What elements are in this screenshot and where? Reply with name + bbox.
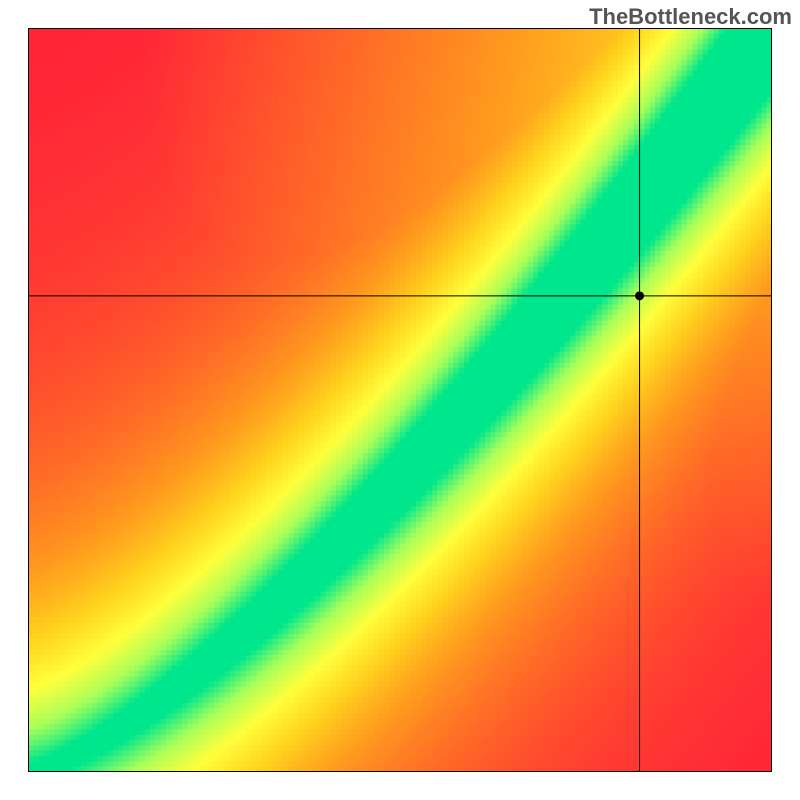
chart-container: TheBottleneck.com [0, 0, 800, 800]
bottleneck-heatmap [28, 28, 772, 772]
watermark-text: TheBottleneck.com [589, 4, 792, 30]
